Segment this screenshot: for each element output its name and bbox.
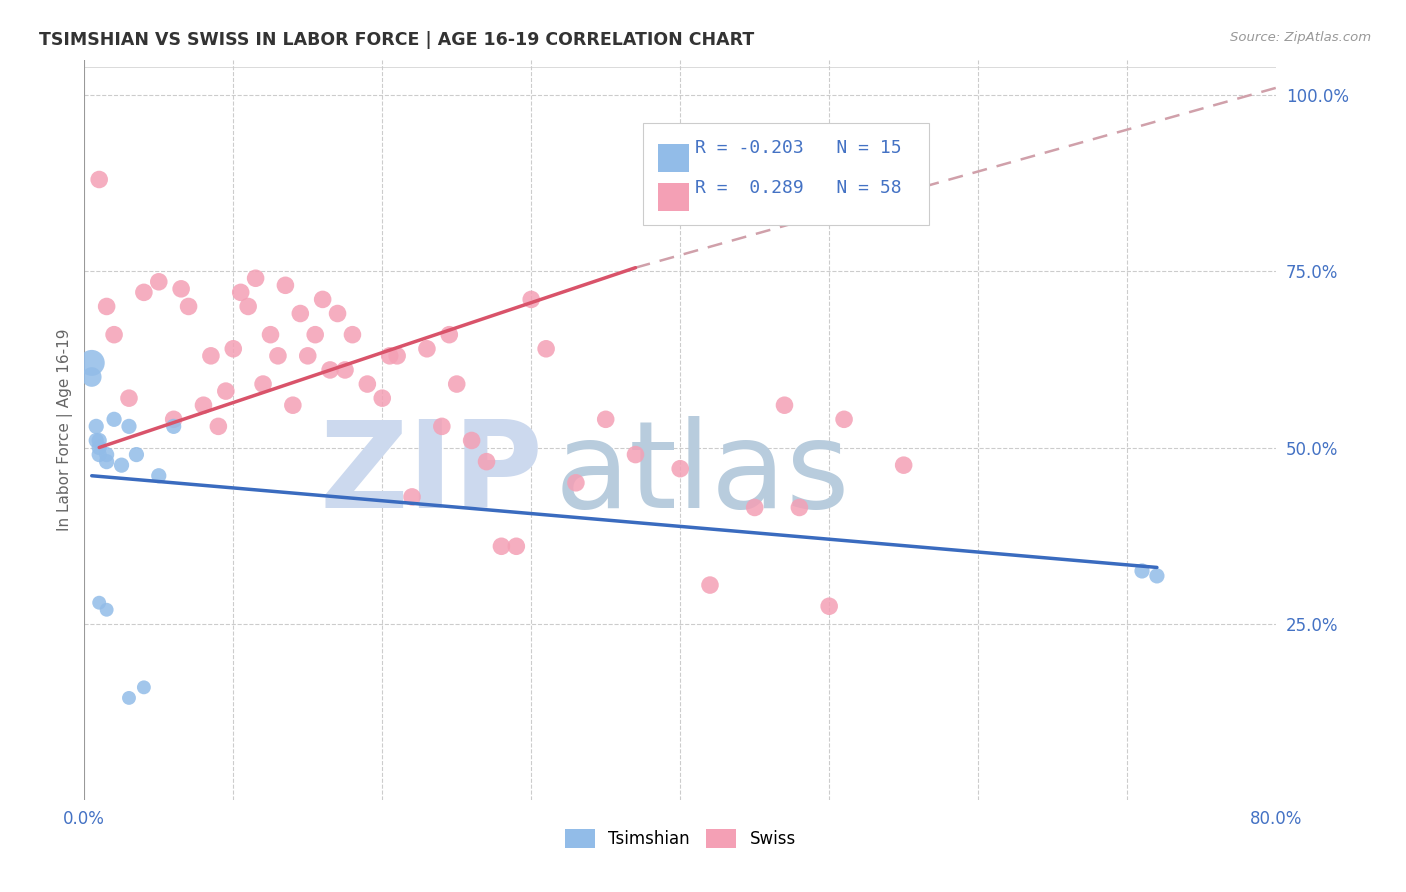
- Point: [252, 377, 274, 392]
- Point: [259, 327, 281, 342]
- Point: [163, 412, 186, 426]
- Point: [125, 448, 148, 462]
- Point: [297, 349, 319, 363]
- Text: TSIMSHIAN VS SWISS IN LABOR FORCE | AGE 16-19 CORRELATION CHART: TSIMSHIAN VS SWISS IN LABOR FORCE | AGE …: [39, 31, 755, 49]
- Point: [238, 300, 260, 314]
- Point: [96, 300, 118, 314]
- Point: [491, 539, 513, 553]
- Point: [89, 172, 111, 186]
- Point: [534, 342, 557, 356]
- Point: [89, 448, 111, 462]
- Legend: Tsimshian, Swiss: Tsimshian, Swiss: [558, 822, 803, 855]
- Text: atlas: atlas: [555, 416, 851, 533]
- Point: [103, 412, 125, 426]
- Point: [371, 391, 394, 405]
- Point: [89, 441, 111, 455]
- Point: [1146, 569, 1168, 583]
- Point: [103, 327, 125, 342]
- Point: [326, 306, 349, 320]
- Point: [215, 384, 238, 398]
- Point: [177, 300, 200, 314]
- Point: [446, 377, 468, 392]
- Point: [148, 468, 170, 483]
- Point: [132, 681, 155, 695]
- Point: [281, 398, 304, 412]
- Point: [378, 349, 401, 363]
- Point: [333, 363, 356, 377]
- Point: [290, 306, 312, 320]
- Point: [96, 603, 118, 617]
- Point: [818, 599, 841, 614]
- Point: [401, 490, 423, 504]
- Point: [460, 434, 482, 448]
- Point: [110, 458, 132, 472]
- Point: [245, 271, 267, 285]
- Point: [118, 690, 141, 705]
- Point: [193, 398, 215, 412]
- Point: [80, 356, 103, 370]
- Point: [319, 363, 342, 377]
- Point: [311, 293, 333, 307]
- Text: ZIP: ZIP: [319, 416, 543, 533]
- Point: [385, 349, 408, 363]
- Point: [163, 419, 186, 434]
- Point: [699, 578, 721, 592]
- Text: Source: ZipAtlas.com: Source: ZipAtlas.com: [1230, 31, 1371, 45]
- Point: [505, 539, 527, 553]
- Text: R = -0.203   N = 15: R = -0.203 N = 15: [695, 139, 901, 157]
- Point: [274, 278, 297, 293]
- Point: [475, 455, 498, 469]
- Point: [80, 370, 103, 384]
- Point: [267, 349, 290, 363]
- Point: [304, 327, 326, 342]
- Point: [789, 500, 811, 515]
- Point: [356, 377, 378, 392]
- Point: [430, 419, 453, 434]
- Point: [207, 419, 229, 434]
- Point: [96, 455, 118, 469]
- Point: [669, 461, 692, 475]
- Point: [118, 391, 141, 405]
- Point: [520, 293, 543, 307]
- Point: [416, 342, 439, 356]
- Point: [744, 500, 766, 515]
- Point: [222, 342, 245, 356]
- Point: [773, 398, 796, 412]
- Point: [170, 282, 193, 296]
- Point: [595, 412, 617, 426]
- Point: [89, 596, 111, 610]
- Point: [118, 419, 141, 434]
- Text: R =  0.289   N = 58: R = 0.289 N = 58: [695, 178, 901, 196]
- Point: [84, 419, 107, 434]
- Point: [96, 448, 118, 462]
- Y-axis label: In Labor Force | Age 16-19: In Labor Force | Age 16-19: [58, 328, 73, 531]
- Point: [229, 285, 252, 300]
- Point: [342, 327, 364, 342]
- Point: [132, 285, 155, 300]
- Point: [84, 434, 107, 448]
- Point: [1130, 564, 1153, 578]
- Point: [565, 475, 588, 490]
- Point: [89, 434, 111, 448]
- Point: [832, 412, 855, 426]
- Point: [624, 448, 647, 462]
- Point: [200, 349, 222, 363]
- Point: [893, 458, 915, 472]
- Point: [439, 327, 461, 342]
- Point: [148, 275, 170, 289]
